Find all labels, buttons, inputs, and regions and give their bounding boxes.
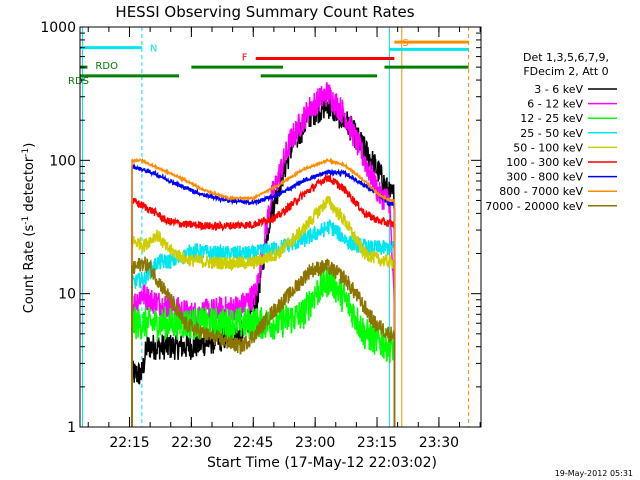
flag-label-f: F bbox=[242, 53, 248, 64]
y-tick-label-1: 10 bbox=[58, 287, 76, 303]
legend-entry-label-2: 12 - 25 keV bbox=[520, 112, 583, 125]
plot-area: N RDO RDS F S 1 10 100 1000 22:15 22:30 22:45 23:00 2… bbox=[40, 20, 482, 451]
x-tick-label-0: 22:15 bbox=[109, 435, 149, 451]
flag-label-n: N bbox=[150, 44, 157, 55]
y-axis-label: Count Rate (s-1 detector-1) bbox=[21, 143, 37, 314]
y-axis-label-exponent-2: -1 bbox=[21, 148, 31, 157]
flag-label-rds: RDS bbox=[68, 76, 89, 87]
series-line-7 bbox=[131, 157, 396, 427]
timestamp: 19-May-2012 05:31 bbox=[555, 469, 633, 478]
series-line-3 bbox=[131, 219, 396, 427]
x-tick-label-2: 22:45 bbox=[233, 435, 273, 451]
legend-entry-label-8: 7000 - 20000 keV bbox=[485, 200, 583, 213]
flag-label-rdo: RDO bbox=[95, 61, 118, 72]
legend-entry-label-5: 100 - 300 keV bbox=[506, 156, 583, 169]
legend-entry-label-1: 6 - 12 keV bbox=[527, 98, 583, 111]
x-tick-label-3: 23:00 bbox=[295, 435, 335, 451]
y-axis-label-end: ) bbox=[22, 143, 37, 148]
x-axis-label: Start Time (17-May-12 22:03:02) bbox=[207, 455, 437, 471]
y-axis-label-middle: detector bbox=[22, 156, 37, 216]
flag-label-s: S bbox=[402, 38, 408, 49]
x-tick-label-5: 23:30 bbox=[419, 435, 459, 451]
legend-entry-label-4: 50 - 100 keV bbox=[513, 141, 583, 154]
legend-header-line-2: FDecim 2, Att 0 bbox=[523, 65, 608, 78]
legend-header-line-1: Det 1,3,5,6,7,9, bbox=[523, 51, 609, 64]
legend-entry-label-6: 300 - 800 keV bbox=[506, 171, 583, 184]
x-tick-label-4: 23:15 bbox=[357, 435, 397, 451]
y-axis-label-exponent-1: -1 bbox=[21, 216, 31, 225]
legend-entry-label-0: 3 - 6 keV bbox=[534, 83, 583, 96]
chart-title: HESSI Observing Summary Count Rates bbox=[115, 3, 414, 21]
y-tick-label-0: 1 bbox=[67, 420, 76, 436]
plot-frame bbox=[79, 26, 482, 428]
y-tick-label-2: 100 bbox=[49, 153, 76, 169]
series-line-6 bbox=[131, 162, 396, 427]
x-tick-label-1: 22:30 bbox=[171, 435, 211, 451]
legend-entry-label-7: 800 - 7000 keV bbox=[499, 185, 583, 198]
series-line-4 bbox=[131, 196, 396, 427]
y-axis-label-main: Count Rate (s bbox=[22, 225, 37, 314]
legend-entry-label-3: 25 - 50 keV bbox=[520, 127, 583, 140]
y-tick-label-3: 1000 bbox=[40, 20, 76, 36]
series-line-8 bbox=[131, 256, 396, 427]
series-line-5 bbox=[131, 172, 396, 427]
